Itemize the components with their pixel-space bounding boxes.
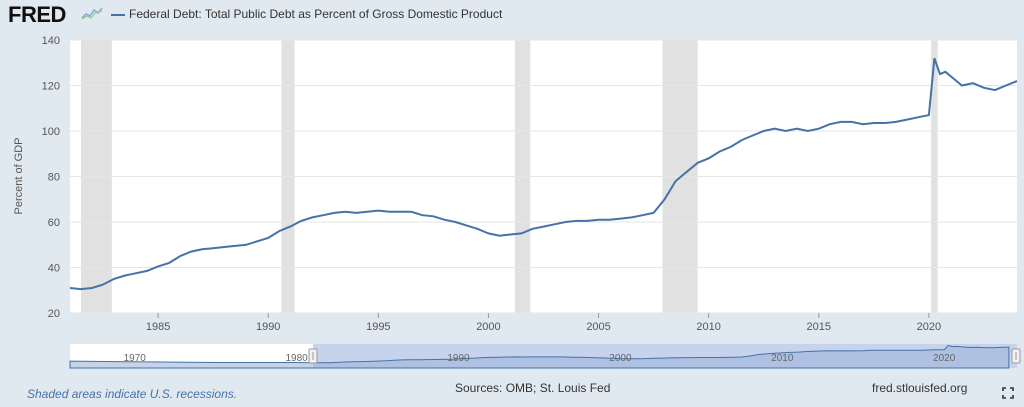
y-tick-label: 140 — [42, 35, 60, 47]
navigator-tick-label: 1970 — [124, 353, 147, 364]
fred-chart-icon — [81, 6, 103, 20]
y-tick-label: 80 — [48, 172, 60, 184]
navigator-tick-label: 2000 — [609, 353, 632, 364]
navigator-series-area — [69, 344, 1010, 369]
x-tick-label: 2005 — [586, 321, 610, 333]
recession-note: Shaded areas indicate U.S. recessions. — [27, 387, 238, 401]
navigator-ticks: 1970 1980 1990 2000 2010 2020 — [124, 353, 956, 364]
site-link[interactable]: fred.stlouisfed.org — [872, 381, 968, 395]
navigator-tick-label: 2010 — [771, 353, 794, 364]
chart-header: FRED Federal Debt: Total Public Debt as … — [0, 0, 1024, 32]
y-tick-label: 40 — [48, 263, 60, 275]
y-axis-ticks: 20 40 60 80 100 120 140 — [42, 35, 60, 320]
x-axis-ticks: 1985 1990 1995 2000 2005 2010 2015 2020 — [146, 313, 941, 333]
x-tick-label: 1985 — [146, 321, 170, 333]
y-tick-label: 100 — [42, 126, 60, 138]
navigator-tick-label: 1990 — [447, 353, 470, 364]
x-tick-label: 1990 — [256, 321, 280, 333]
fred-logo[interactable]: FRED — [8, 2, 66, 27]
navigator-tick-label: 1980 — [286, 353, 309, 364]
fullscreen-icon[interactable] — [1002, 387, 1014, 399]
legend-swatch — [111, 14, 125, 16]
y-axis-label: Percent of GDP — [13, 137, 25, 214]
sources-text: Sources: OMB; St. Louis Fed — [455, 381, 611, 395]
x-tick-label: 2015 — [807, 321, 831, 333]
y-tick-label: 120 — [42, 81, 60, 93]
x-tick-label: 2010 — [696, 321, 720, 333]
y-tick-label: 20 — [48, 308, 60, 320]
grid — [70, 39, 1017, 314]
legend-label[interactable]: Federal Debt: Total Public Debt as Perce… — [129, 7, 503, 21]
y-tick-label: 60 — [48, 217, 60, 229]
x-tick-label: 2020 — [917, 321, 941, 333]
navigator-tick-label: 2020 — [933, 353, 956, 364]
x-tick-label: 1995 — [366, 321, 390, 333]
x-tick-label: 2000 — [476, 321, 500, 333]
series-line — [69, 57, 1018, 291]
